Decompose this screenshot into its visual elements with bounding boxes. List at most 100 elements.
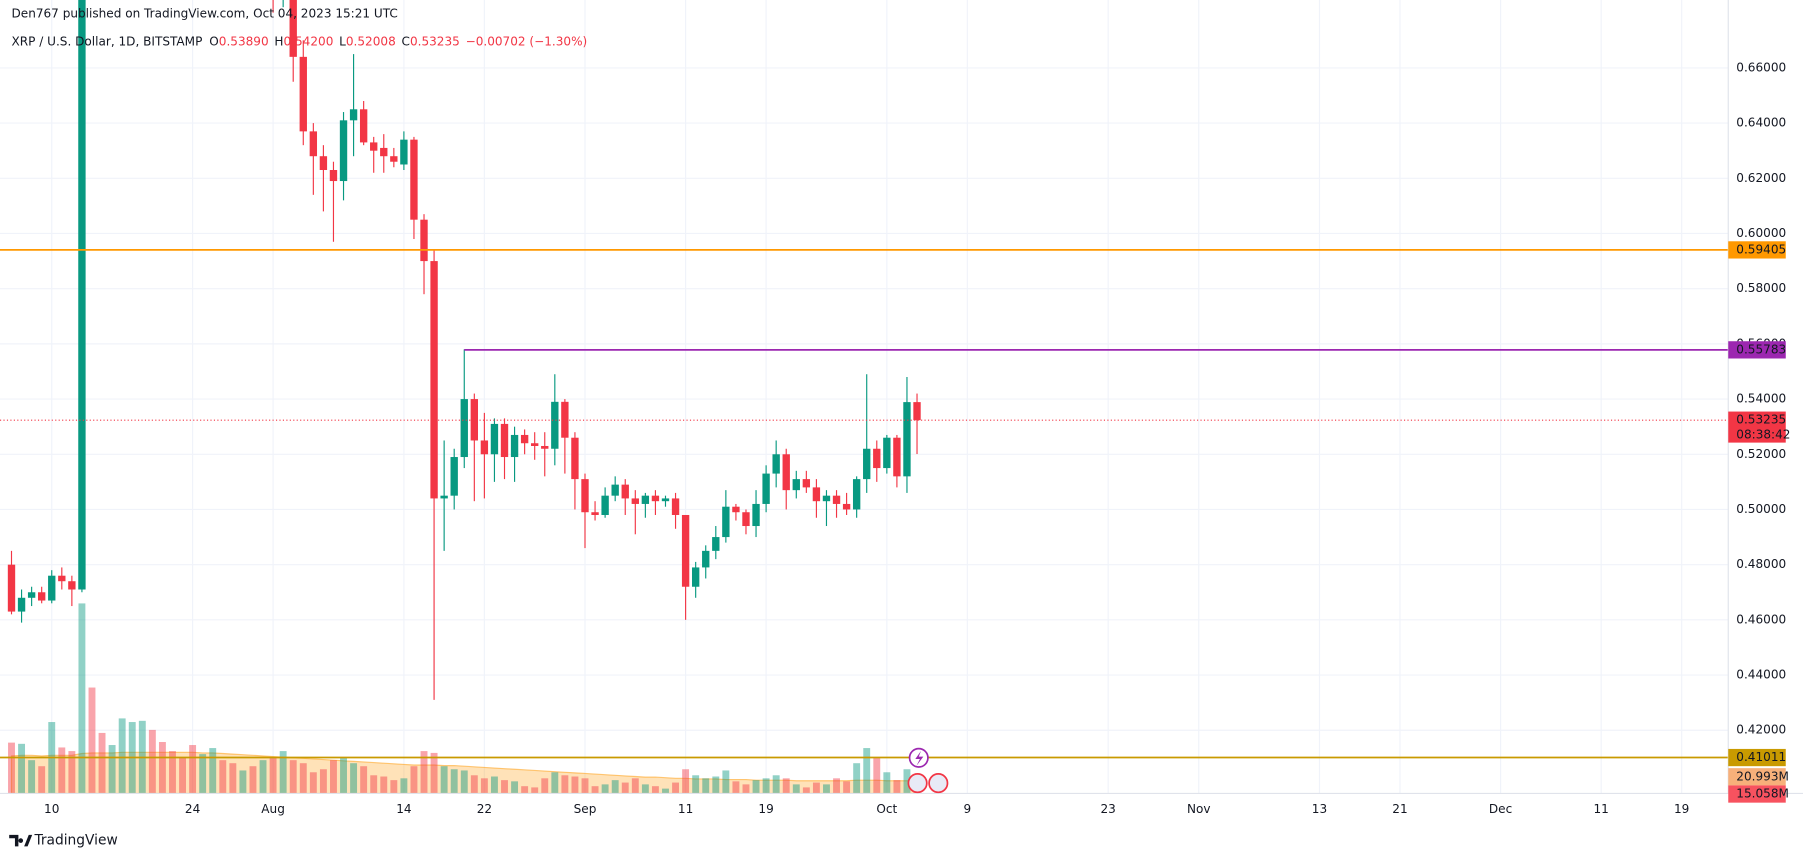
x-tick-label: 23 (1101, 802, 1116, 816)
volume-bar (118, 718, 126, 794)
candle-body (842, 503, 851, 510)
candle-body (611, 484, 619, 496)
volume-bar (289, 760, 297, 794)
candle-body (812, 487, 821, 502)
event-icon[interactable] (907, 773, 928, 794)
volume-bar (279, 751, 287, 794)
candle-body (420, 219, 428, 262)
volume-bar (330, 760, 337, 794)
last-price-box (1728, 411, 1786, 443)
candle-body (58, 575, 66, 582)
volume-bar (8, 742, 15, 794)
volume-bar (88, 687, 96, 794)
volume-bar (58, 747, 66, 794)
volume-bar (108, 745, 116, 794)
candle-body (732, 506, 740, 513)
volume-bar (360, 766, 368, 794)
candle-body (691, 567, 700, 587)
x-tick-label: 19 (758, 802, 773, 816)
candle-body (319, 156, 328, 171)
volume-bar (742, 784, 750, 794)
volume-bar (853, 763, 861, 794)
volume-bar (551, 772, 559, 794)
volume-bar (219, 760, 227, 794)
volume-bar (249, 766, 257, 794)
candle-body (531, 443, 539, 446)
last-price-label: 0.53235 (1736, 413, 1786, 427)
volume-label-box (1728, 785, 1786, 803)
candle-body (913, 402, 921, 421)
volume-bar (903, 769, 911, 794)
y-tick-label: 0.64000 (1736, 116, 1786, 130)
axes: 0.42000 0.44000 0.46000 0.48000 0.50000 0.520… (44, 60, 1790, 816)
volume-ma-label: 20.993M (1736, 769, 1789, 783)
volume-bar (833, 778, 840, 794)
candle-body (782, 454, 790, 491)
legend-item: 0.53235 (410, 34, 460, 48)
candle-body (873, 448, 881, 469)
y-tick-label: 0.66000 (1736, 60, 1786, 74)
candle-body (863, 448, 871, 480)
volume-bar (641, 784, 649, 794)
volume-bar (541, 778, 549, 794)
volume-bar (571, 776, 579, 794)
candle-body (832, 495, 841, 504)
volume-bar (682, 769, 690, 794)
volume-bar (18, 743, 26, 794)
legend-item: H (274, 34, 283, 48)
volume-label: 15.058M (1736, 787, 1789, 801)
volume-bar (450, 769, 458, 794)
volume-bar (752, 780, 760, 794)
candle-body (802, 479, 811, 488)
footer-brand: TradingView (33, 833, 117, 849)
volume-bar (28, 760, 36, 794)
volume-bar (692, 775, 700, 794)
volume-bar (581, 778, 589, 794)
volume-bar (380, 776, 388, 794)
volume-bar (148, 729, 156, 794)
candle-body (440, 495, 448, 499)
level-label: 0.59405 (1736, 242, 1786, 256)
x-tick-label: 24 (185, 802, 200, 816)
x-tick-label: 9 (963, 802, 971, 816)
candle-body (38, 592, 46, 601)
volume-bar (792, 784, 800, 794)
x-tick-label: Nov (1187, 802, 1211, 816)
level-label-box (1728, 241, 1786, 259)
volume-bar (209, 748, 217, 794)
candle-body (893, 437, 901, 477)
candle-body (712, 537, 720, 551)
volume-bar (782, 778, 790, 794)
x-tick-label: 11 (678, 802, 693, 816)
x-tick-label: 11 (1594, 802, 1609, 816)
candle-body (17, 597, 26, 612)
volume-bar (98, 732, 106, 794)
candle-body (752, 503, 760, 527)
volume-bar (460, 770, 468, 794)
logo (9, 834, 33, 847)
candle-body (571, 437, 579, 480)
y-tick-label: 0.44000 (1736, 668, 1786, 682)
candle-body (490, 423, 499, 455)
volume-bar (269, 757, 277, 794)
candle-body (349, 109, 358, 121)
candle-body (591, 512, 599, 515)
x-tick-label: Oct (876, 802, 897, 816)
volume-bar (501, 780, 508, 794)
candle-body (722, 506, 730, 538)
volume-bar (631, 778, 639, 794)
legend-item: L (339, 34, 346, 48)
candle-body (581, 479, 589, 513)
candle-body (339, 120, 348, 182)
candle-body (410, 139, 418, 220)
candle-body (400, 139, 408, 165)
volume-bar (299, 763, 307, 794)
grid (0, 0, 1729, 794)
volume-bar (370, 775, 378, 794)
event-icon[interactable] (928, 773, 949, 794)
candle-body (48, 575, 56, 601)
candle-body (762, 473, 770, 504)
volume-bar (259, 760, 267, 794)
y-tick-label: 0.48000 (1736, 557, 1786, 571)
volume-bar (531, 787, 539, 794)
